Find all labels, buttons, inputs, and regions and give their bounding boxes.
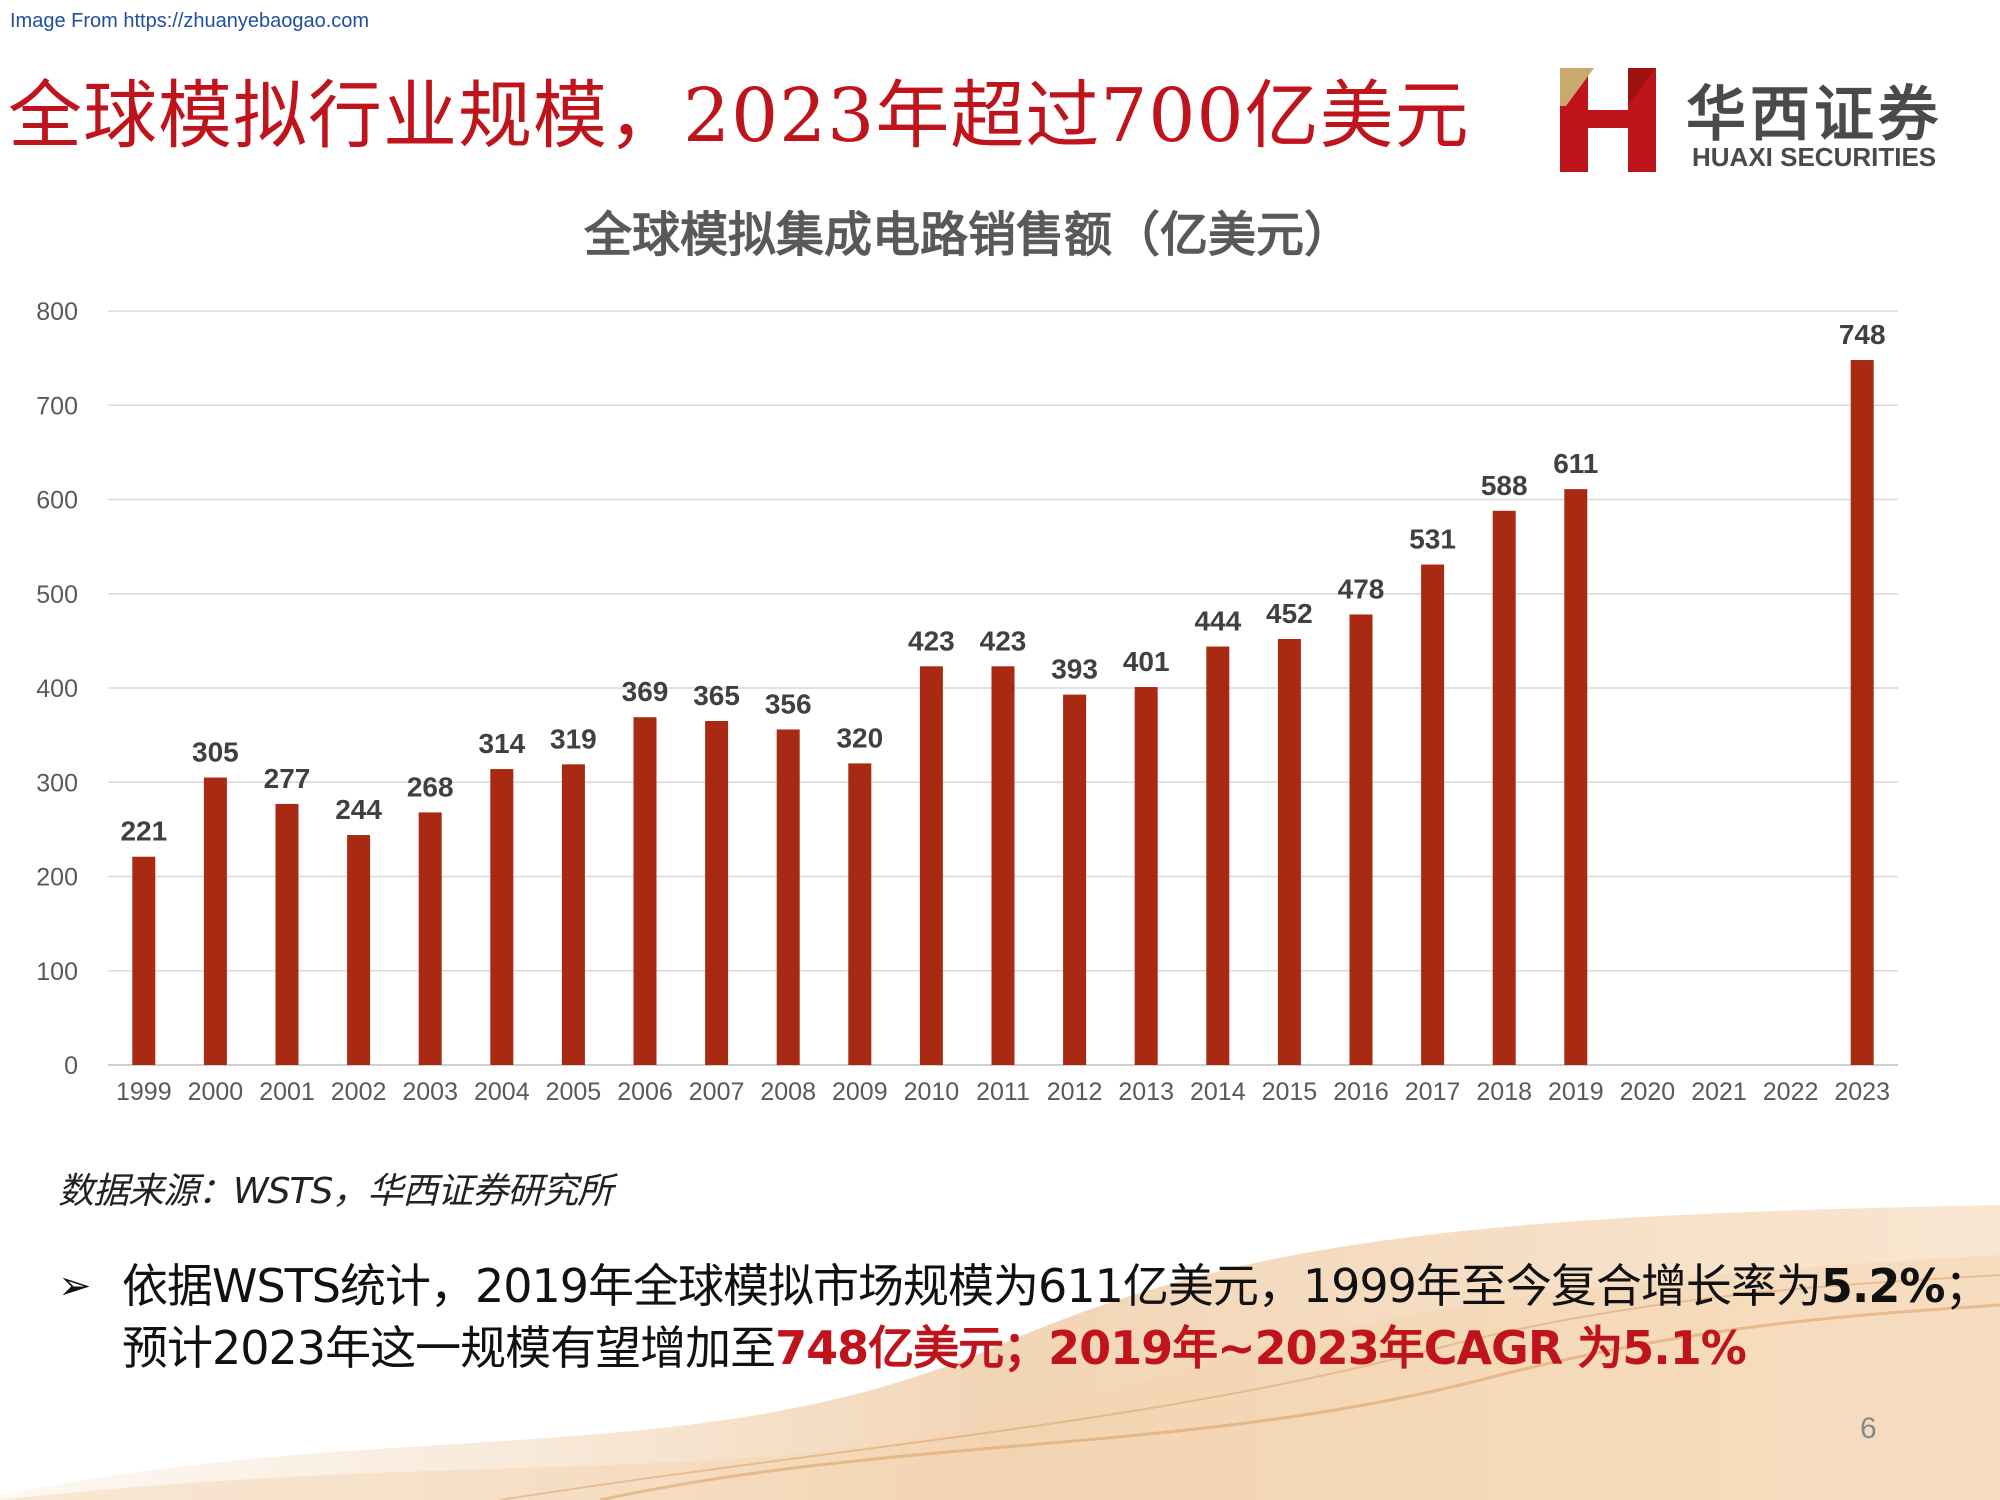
data-label: 452	[1266, 598, 1313, 629]
x-tick-label: 2015	[1262, 1078, 1318, 1106]
x-tick-label: 2011	[976, 1078, 1030, 1106]
huaxi-h-logo-icon	[1560, 68, 1656, 172]
data-label: 319	[550, 723, 597, 754]
y-tick-label: 0	[64, 1052, 78, 1080]
sales-bar-chart: 全球模拟集成电路销售额（亿美元） 0 100 200 300 400 500 600 700 80…	[36, 207, 1898, 1106]
data-label: 320	[836, 722, 883, 753]
decorative-wave-background	[0, 1205, 2000, 1500]
x-tick-label: 2010	[904, 1078, 960, 1106]
source-link[interactable]: Image From https://zhuanyebaogao.com	[10, 10, 370, 32]
bar	[275, 803, 299, 1065]
data-label: 444	[1194, 606, 1241, 637]
x-tick-label: 2004	[474, 1078, 530, 1106]
bar	[418, 812, 442, 1065]
x-tick-label: 2007	[689, 1078, 745, 1106]
data-label: 588	[1481, 470, 1528, 501]
data-source-note: 数据来源：WSTS，华西证券研究所	[58, 1171, 613, 1212]
x-tick-label: 2005	[546, 1078, 602, 1106]
x-tick-label: 2009	[832, 1078, 888, 1106]
data-label: 423	[980, 625, 1027, 656]
y-tick-label: 800	[36, 298, 78, 326]
page-title: 全球模拟行业规模，2023年超过700亿美元	[8, 73, 1470, 159]
logo-chinese-name: 华西证券	[1686, 80, 1942, 150]
x-tick-label: 2003	[402, 1078, 458, 1106]
arrow-bullet-icon: ➢	[58, 1263, 92, 1309]
company-logo: 华西证券 HUAXI SECURITIES	[1558, 66, 1968, 176]
data-label: 748	[1839, 319, 1886, 350]
bullet-cagr-value: 5.2%	[1820, 1259, 1946, 1313]
x-tick-label: 1999	[116, 1078, 172, 1106]
x-tick-label: 2023	[1834, 1078, 1890, 1106]
bar	[1421, 564, 1445, 1065]
x-tick-label: 2019	[1548, 1078, 1604, 1106]
data-label: 531	[1409, 524, 1456, 555]
y-tick-label: 500	[36, 581, 78, 609]
bar	[490, 769, 514, 1065]
bar	[1564, 489, 1588, 1065]
logo-english-name: HUAXI SECURITIES	[1692, 142, 1937, 172]
bullet-text-part3: ；预计2023年这一规模有望增加至	[122, 1259, 1990, 1375]
x-tick-label: 2022	[1763, 1078, 1819, 1106]
x-tick-label: 2018	[1476, 1078, 1532, 1106]
y-tick-label: 400	[36, 675, 78, 703]
bar	[132, 856, 156, 1065]
x-tick-label: 2021	[1691, 1078, 1747, 1106]
bar	[1850, 360, 1874, 1065]
y-tick-label: 200	[36, 864, 78, 892]
bar	[919, 666, 943, 1065]
y-tick-label: 100	[36, 958, 78, 986]
data-label: 478	[1338, 573, 1385, 604]
bar	[1063, 694, 1087, 1065]
bar	[347, 835, 371, 1065]
data-label: 611	[1553, 448, 1598, 479]
bar	[633, 717, 657, 1065]
chart-title: 全球模拟集成电路销售额（亿美元）	[583, 207, 1352, 263]
bar	[1349, 614, 1373, 1065]
bar	[1277, 638, 1301, 1065]
x-tick-label: 2008	[760, 1078, 816, 1106]
bar	[561, 764, 585, 1065]
data-label: 423	[908, 625, 955, 656]
data-label: 314	[478, 728, 525, 759]
data-label: 221	[120, 816, 167, 847]
data-label: 356	[765, 688, 812, 719]
bar	[776, 729, 800, 1065]
x-tick-label: 2017	[1405, 1078, 1461, 1106]
data-label: 244	[335, 794, 382, 825]
data-label: 305	[192, 737, 239, 768]
bar	[1492, 510, 1516, 1065]
bar	[705, 720, 729, 1065]
x-tick-label: 2013	[1118, 1078, 1174, 1106]
data-label: 393	[1051, 654, 1098, 685]
x-tick-label: 2020	[1620, 1078, 1676, 1106]
bar	[848, 763, 872, 1065]
x-tick-label: 2006	[617, 1078, 673, 1106]
bar	[203, 777, 227, 1065]
data-label: 277	[264, 763, 311, 794]
page-number: 6	[1860, 1412, 1877, 1445]
x-tick-label: 2012	[1047, 1078, 1103, 1106]
y-tick-label: 600	[36, 487, 78, 515]
bullet-highlight: 748亿美元；2019年~2023年CAGR 为5.1%	[775, 1321, 1747, 1375]
x-tick-label: 2016	[1333, 1078, 1389, 1106]
x-tick-label: 2000	[188, 1078, 244, 1106]
x-tick-label: 2002	[331, 1078, 387, 1106]
data-label: 365	[693, 680, 740, 711]
bullet-text-part1: 依据WSTS统计，2019年全球模拟市场规模为611亿美元，1999年至今复合增…	[122, 1259, 1822, 1313]
y-tick-label: 300	[36, 769, 78, 797]
bar	[1206, 646, 1230, 1065]
x-tick-label: 2014	[1190, 1078, 1246, 1106]
bullet-text: 依据WSTS统计，2019年全球模拟市场规模为611亿美元，1999年至今复合增…	[122, 1255, 2000, 1379]
bar	[991, 666, 1015, 1065]
data-label: 401	[1123, 646, 1170, 677]
data-label: 268	[407, 771, 454, 802]
data-label: 369	[622, 676, 669, 707]
y-tick-label: 700	[36, 392, 78, 420]
bar	[1134, 687, 1158, 1065]
x-tick-label: 2001	[259, 1078, 315, 1106]
